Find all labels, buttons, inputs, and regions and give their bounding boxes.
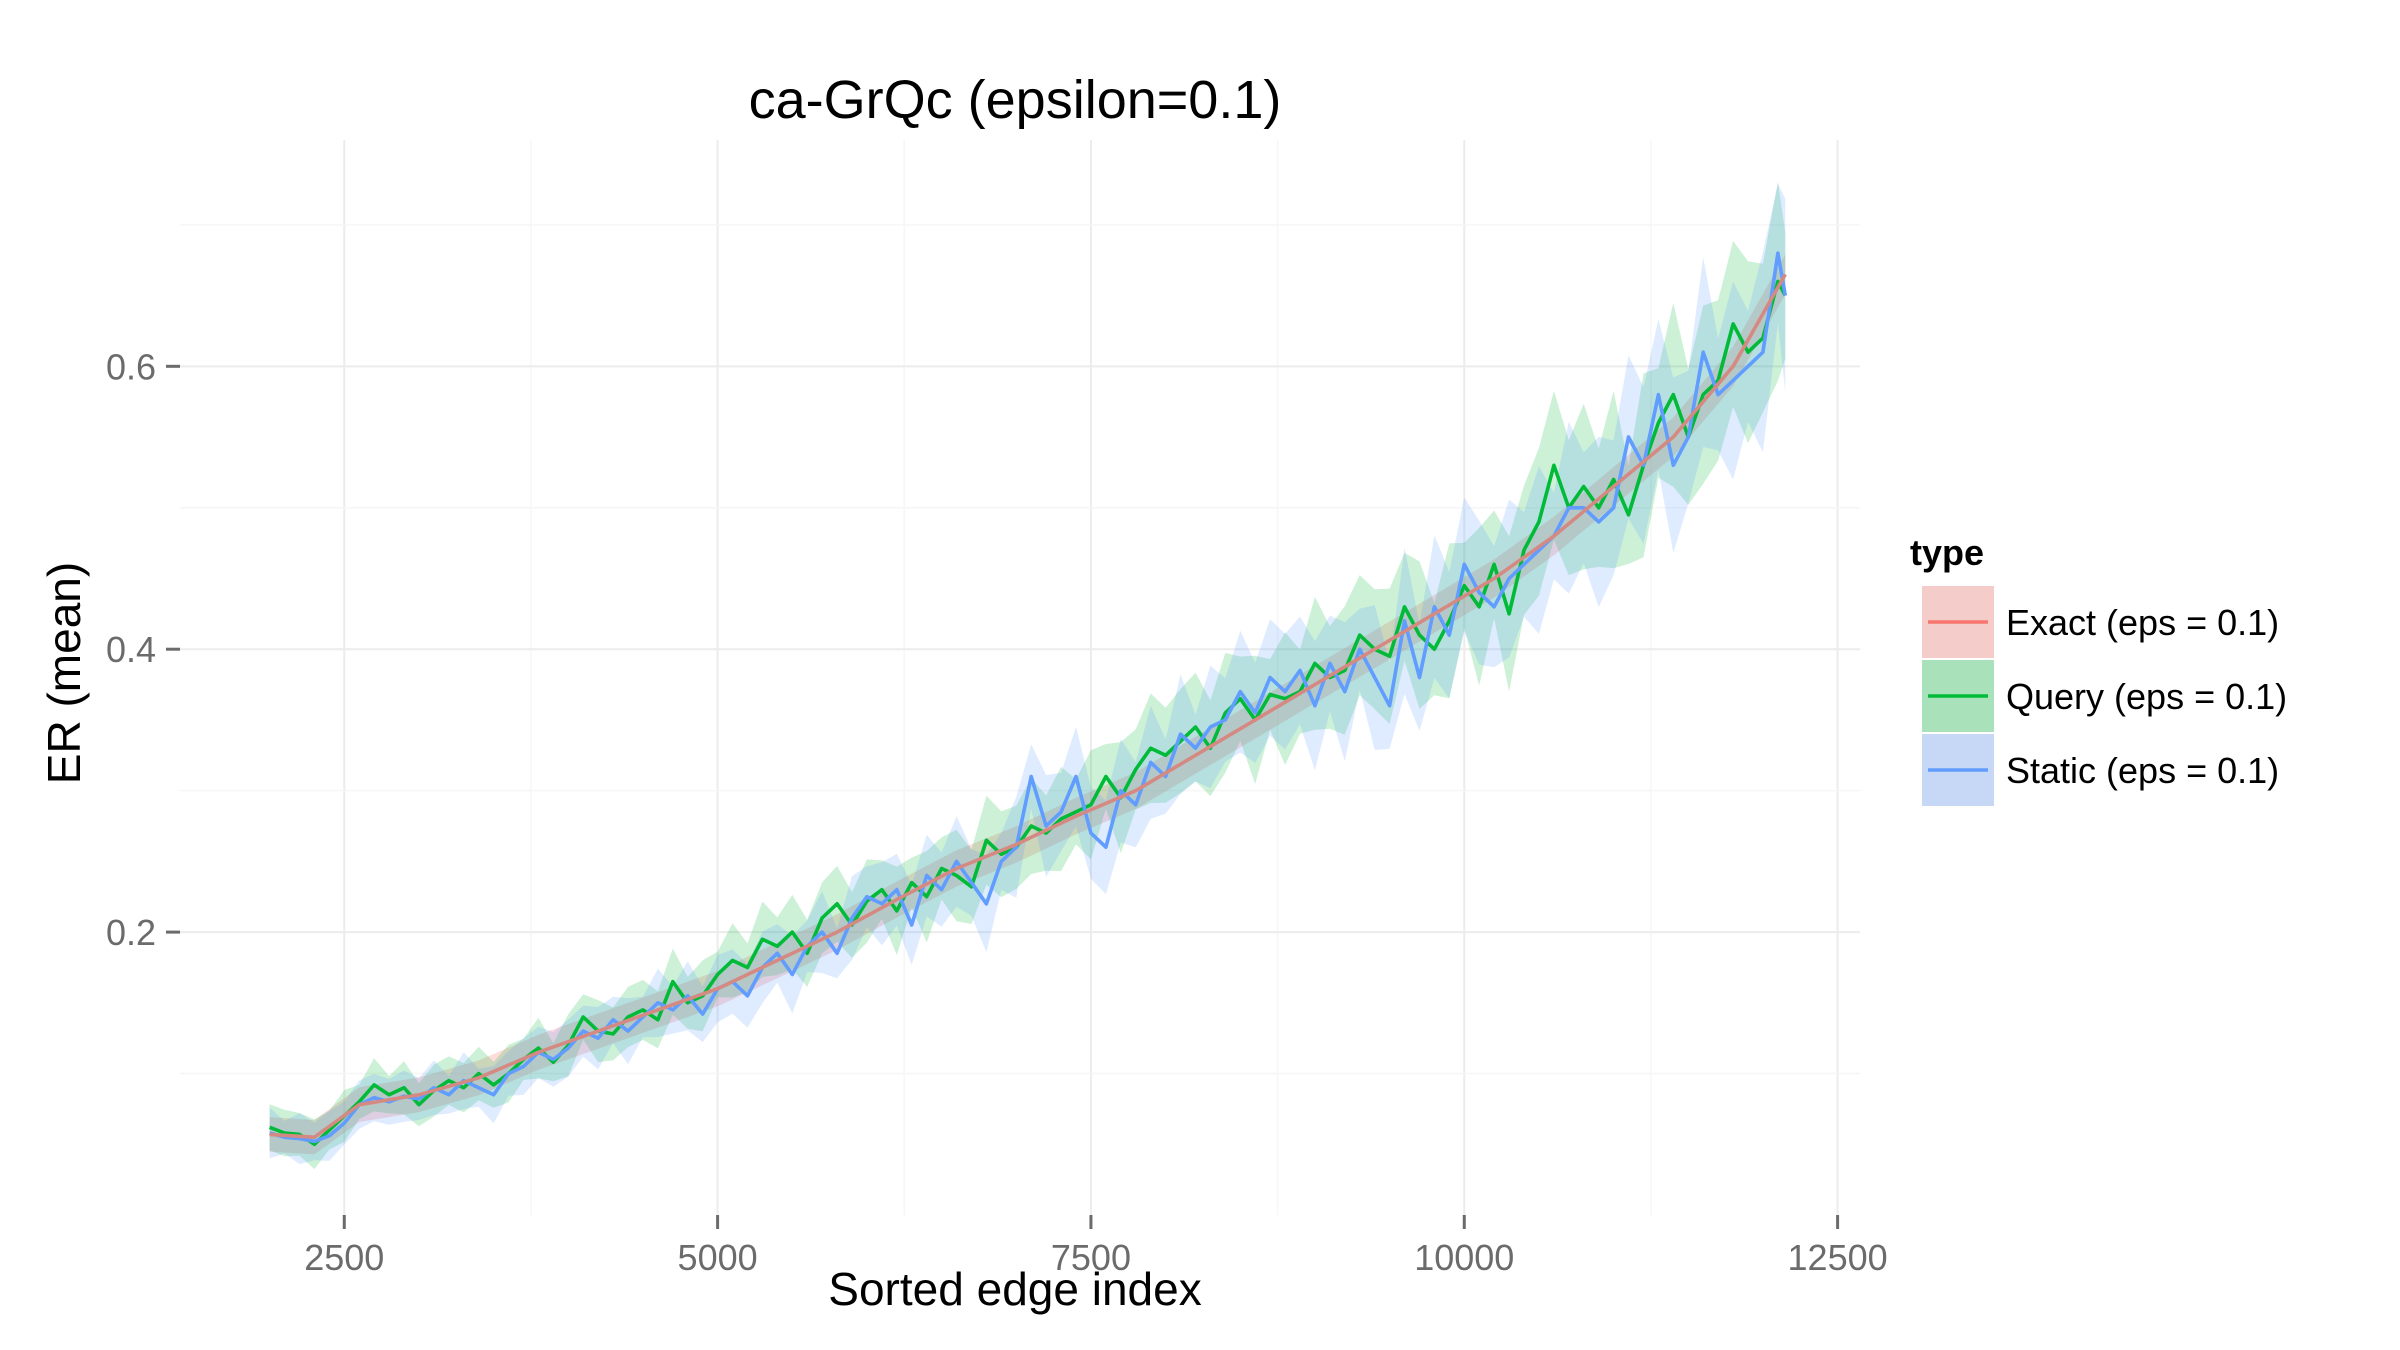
- ribbon-static: [269, 183, 1786, 1165]
- ribbon-exact: [269, 254, 1786, 1155]
- legend-label: Exact (eps = 0.1): [2006, 602, 2279, 643]
- grid-lines: [180, 140, 1860, 1215]
- chart-title: ca-GrQc (epsilon=0.1): [749, 70, 1282, 130]
- x-tick-label: 10000: [1414, 1237, 1514, 1278]
- series-line-static: [269, 251, 1788, 1144]
- x-axis-title: Sorted edge index: [828, 1263, 1201, 1315]
- legend-title: type: [1910, 532, 1984, 573]
- legend-label: Query (eps = 0.1): [2006, 676, 2287, 717]
- legend-label: Static (eps = 0.1): [2006, 750, 2279, 791]
- x-tick-label: 2500: [304, 1237, 384, 1278]
- ribbon-query: [269, 182, 1786, 1170]
- ribbon-bands: [269, 182, 1786, 1170]
- series-line-exact: [269, 273, 1787, 1139]
- y-axis-title: ER (mean): [38, 562, 90, 784]
- x-tick-label: 7500: [1051, 1237, 1131, 1278]
- y-tick-label: 0.4: [106, 629, 156, 670]
- series-lines: [268, 251, 1788, 1147]
- legend: type Exact (eps = 0.1) Query (eps = 0.1) S…: [1910, 532, 2287, 806]
- y-tick-label: 0.6: [106, 346, 156, 387]
- y-tick-label: 0.2: [106, 912, 156, 953]
- x-tick-label: 12500: [1788, 1237, 1888, 1278]
- x-tick-label: 5000: [678, 1237, 758, 1278]
- axes: 2500 5000 7500 10000 12500 0.2 0.4 0.6: [106, 346, 1888, 1278]
